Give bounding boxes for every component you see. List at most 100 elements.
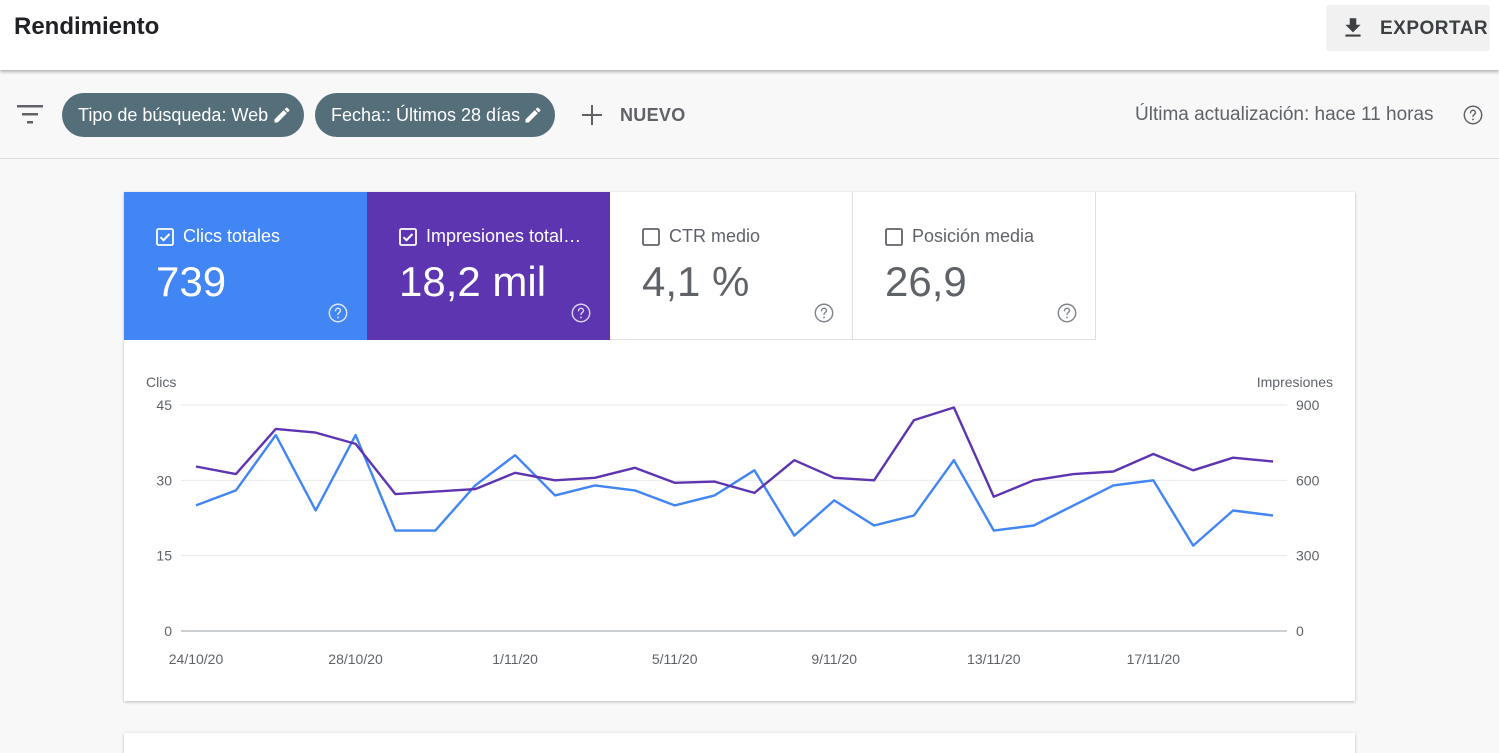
metric-value: 739 — [156, 258, 227, 305]
data-point[interactable] — [870, 476, 878, 484]
help-icon[interactable] — [1056, 302, 1078, 324]
data-point[interactable] — [391, 527, 399, 535]
checkbox-unchecked-icon[interactable] — [642, 227, 660, 246]
metric-total-impressions[interactable]: Impresiones total… 18,2 mil — [367, 192, 610, 340]
metric-label: Posición media — [912, 226, 1035, 246]
data-point[interactable] — [870, 522, 878, 530]
filter-chip-date[interactable]: Fecha:: Últimos 28 días — [315, 93, 555, 137]
data-point[interactable] — [1109, 468, 1117, 476]
data-point[interactable] — [591, 474, 599, 482]
data-point[interactable] — [750, 489, 758, 497]
left-axis-label: Clics — [146, 374, 176, 390]
data-point[interactable] — [551, 491, 559, 499]
data-point[interactable] — [511, 469, 519, 477]
data-point[interactable] — [790, 532, 798, 540]
data-point[interactable] — [711, 491, 719, 499]
export-button[interactable]: EXPORTAR — [1326, 5, 1490, 51]
data-point[interactable] — [511, 451, 519, 459]
data-point[interactable] — [950, 404, 958, 412]
x-tick-label: 1/11/20 — [492, 651, 538, 667]
data-point[interactable] — [1030, 522, 1038, 530]
help-icon[interactable] — [327, 302, 349, 324]
data-point[interactable] — [471, 485, 479, 493]
last-update-text: Última actualización: hace 11 horas — [1135, 104, 1434, 125]
data-point[interactable] — [1189, 466, 1197, 474]
metric-value: 18,2 mil — [399, 258, 547, 305]
data-point[interactable] — [232, 486, 240, 494]
metric-label: Impresiones total… — [426, 226, 582, 246]
data-point[interactable] — [990, 493, 998, 501]
data-point[interactable] — [192, 501, 200, 509]
data-point[interactable] — [352, 431, 360, 439]
help-icon[interactable] — [813, 302, 835, 324]
data-point[interactable] — [631, 464, 639, 472]
data-point[interactable] — [1189, 542, 1197, 550]
x-tick-label: 13/11/20 — [967, 651, 1021, 667]
data-point[interactable] — [990, 527, 998, 535]
data-point[interactable] — [910, 512, 918, 520]
data-point[interactable] — [830, 474, 838, 482]
metric-average-ctr[interactable]: CTR medio 4,1 % — [610, 192, 853, 340]
data-point[interactable] — [431, 488, 439, 496]
metric-label: Clics totales — [183, 226, 281, 246]
checkbox-checked-icon[interactable] — [156, 227, 174, 246]
edit-icon[interactable] — [272, 105, 292, 125]
data-point[interactable] — [1269, 512, 1277, 520]
data-point[interactable] — [1229, 507, 1237, 515]
metric-average-position[interactable]: Posición media 26,9 — [853, 192, 1096, 340]
new-filter-button[interactable]: NUEVO — [578, 100, 686, 130]
chip-label: Fecha:: Últimos 28 días — [331, 104, 521, 125]
new-filter-label: NUEVO — [620, 104, 686, 125]
data-point[interactable] — [711, 478, 719, 486]
x-tick-label: 9/11/20 — [811, 651, 857, 667]
data-point[interactable] — [1149, 476, 1157, 484]
filter-bar: Tipo de búsqueda: Web Fecha:: Últimos 28… — [0, 70, 1499, 159]
edit-icon[interactable] — [523, 105, 543, 125]
performance-chart[interactable]: Clics Impresiones 0 0 15 300 30 600 45 900 24/10… — [124, 192, 1355, 701]
next-card — [124, 733, 1355, 753]
data-point[interactable] — [591, 481, 599, 489]
data-point[interactable] — [551, 476, 559, 484]
left-tick-label: 0 — [164, 623, 172, 639]
data-point[interactable] — [391, 490, 399, 498]
help-icon[interactable] — [1462, 104, 1484, 126]
filter-chip-search-type[interactable]: Tipo de búsqueda: Web — [62, 93, 304, 137]
left-tick-label: 30 — [156, 472, 172, 488]
data-point[interactable] — [830, 496, 838, 504]
checkbox-unchecked-icon[interactable] — [885, 227, 903, 246]
data-point[interactable] — [671, 479, 679, 487]
data-point[interactable] — [232, 470, 240, 478]
series-line-impresiones — [195, 406, 1274, 498]
data-point[interactable] — [790, 456, 798, 464]
data-point[interactable] — [352, 440, 360, 448]
series-line-clics — [195, 433, 1274, 547]
left-tick-label: 45 — [156, 397, 172, 413]
data-point[interactable] — [431, 527, 439, 535]
x-tick-label: 24/10/20 — [169, 651, 224, 667]
metric-total-clicks[interactable]: Clics totales 739 — [124, 192, 367, 340]
data-point[interactable] — [1070, 501, 1078, 509]
data-point[interactable] — [1070, 470, 1078, 478]
data-point[interactable] — [671, 501, 679, 509]
data-point[interactable] — [950, 456, 958, 464]
help-icon[interactable] — [570, 302, 592, 324]
metric-value: 4,1 % — [642, 258, 750, 305]
data-point[interactable] — [631, 486, 639, 494]
data-point[interactable] — [312, 507, 320, 515]
data-point[interactable] — [192, 463, 200, 471]
data-point[interactable] — [1030, 476, 1038, 484]
data-point[interactable] — [1229, 454, 1237, 462]
data-point[interactable] — [1109, 481, 1117, 489]
data-point[interactable] — [312, 429, 320, 437]
chip-label: Tipo de búsqueda: Web — [78, 104, 269, 125]
right-tick-label: 300 — [1296, 548, 1320, 564]
checkbox-checked-icon[interactable] — [399, 227, 417, 246]
data-point[interactable] — [1149, 450, 1157, 458]
data-point[interactable] — [272, 425, 280, 433]
filter-icon[interactable] — [16, 103, 44, 125]
data-point[interactable] — [750, 466, 758, 474]
data-point[interactable] — [910, 416, 918, 424]
right-tick-label: 900 — [1296, 397, 1320, 413]
data-point[interactable] — [1269, 458, 1277, 466]
plus-icon — [582, 105, 602, 125]
